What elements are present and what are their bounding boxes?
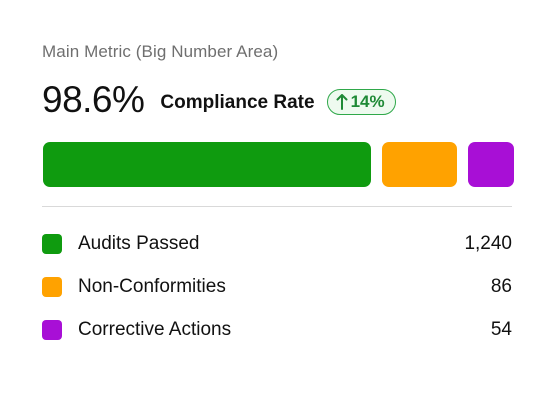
metric-row: 98.6% Compliance Rate 14%	[42, 78, 396, 122]
legend-swatch	[42, 319, 62, 340]
legend-label: Corrective Actions	[78, 318, 232, 340]
segment-corrective-actions	[468, 142, 514, 187]
legend-value: 1,240	[464, 232, 512, 254]
card-subtitle: Main Metric (Big Number Area)	[42, 42, 279, 61]
legend-item-audits-passed: Audits Passed 1,240	[42, 222, 512, 265]
divider	[42, 206, 512, 207]
metric-label: Compliance Rate	[160, 92, 315, 113]
segment-audits-passed	[43, 142, 371, 187]
legend-swatch	[42, 233, 62, 254]
delta-value: 14%	[350, 92, 385, 111]
delta-badge: 14%	[326, 89, 396, 115]
legend-value: 54	[490, 318, 512, 340]
big-number: 98.6%	[42, 79, 145, 120]
legend-label: Audits Passed	[78, 232, 200, 254]
stacked-bar	[43, 142, 514, 187]
legend-label: Non-Conformities	[78, 275, 226, 297]
legend: Audits Passed 1,240 Non-Conformities 86 Corr…	[42, 222, 512, 351]
legend-item-corrective-actions: Corrective Actions 54	[42, 308, 512, 351]
segment-non-conformities	[382, 142, 457, 187]
legend-swatch	[42, 276, 62, 297]
legend-value: 86	[490, 275, 512, 297]
arrow-up-icon	[336, 94, 348, 110]
legend-item-non-conformities: Non-Conformities 86	[42, 265, 512, 308]
